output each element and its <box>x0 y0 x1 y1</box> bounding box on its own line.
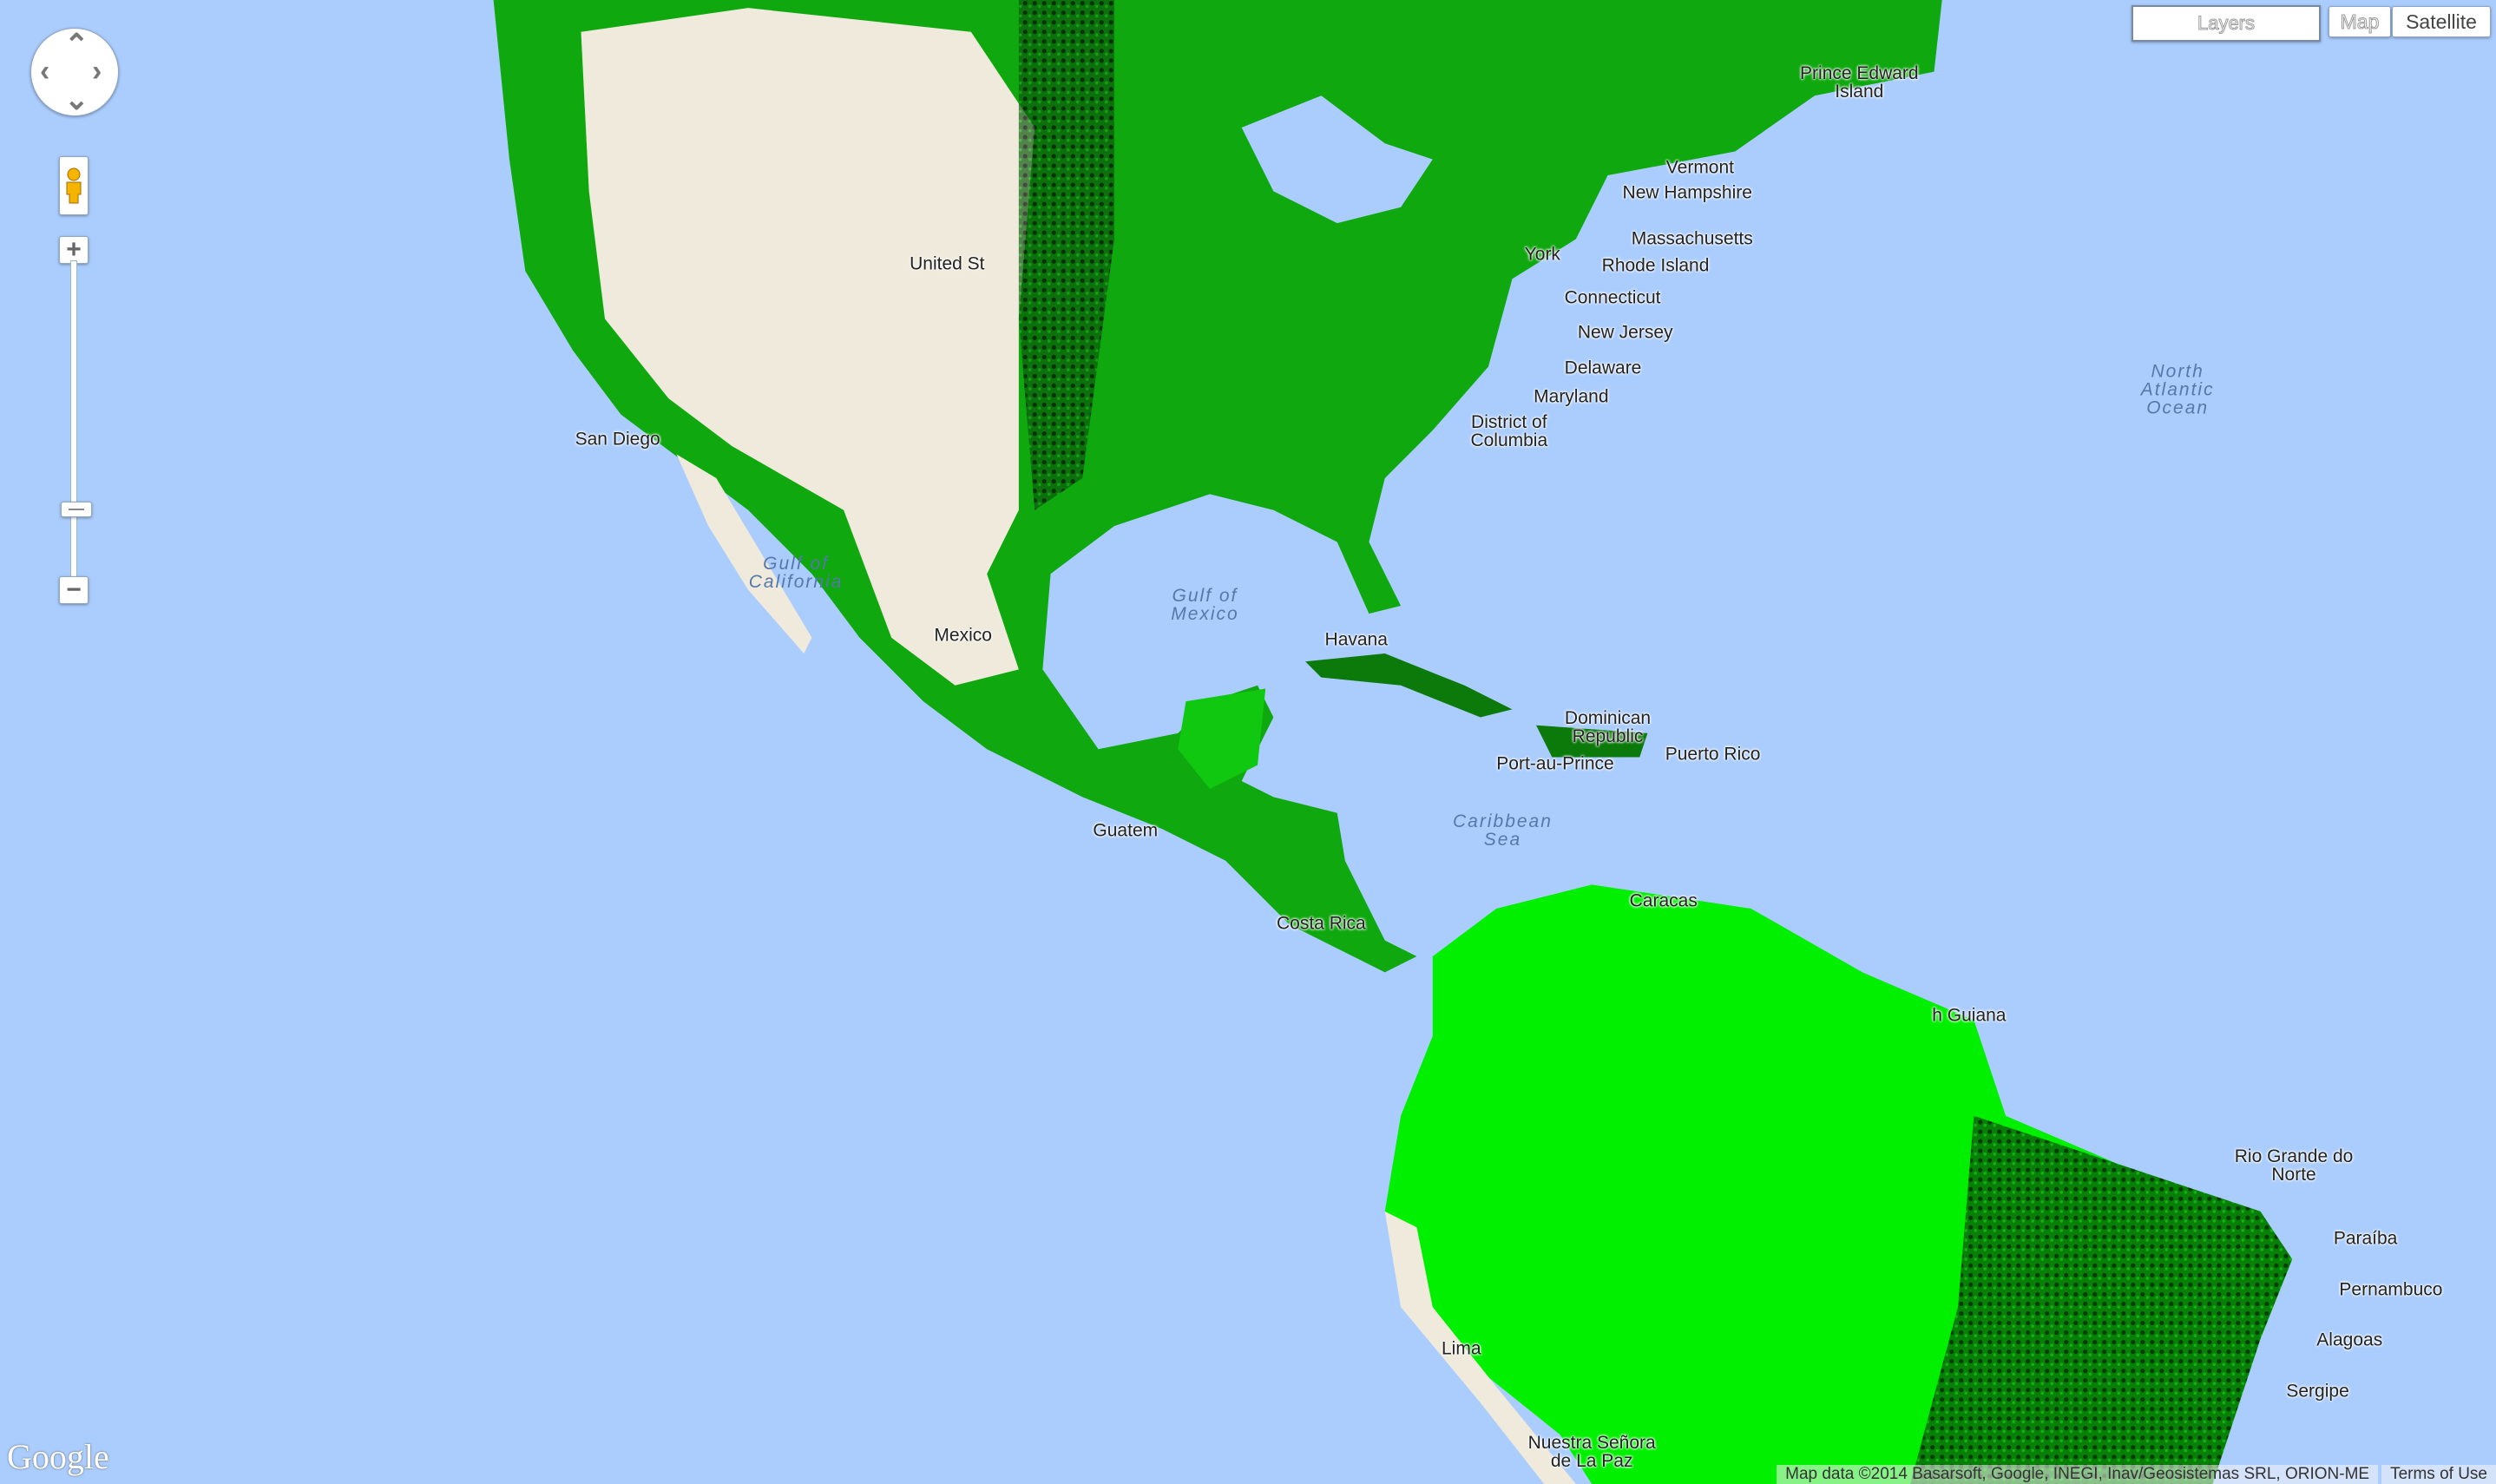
google-logo: Google <box>7 1437 109 1476</box>
map-label: Vermont <box>1665 157 1735 178</box>
street-view-pegman-icon[interactable] <box>59 156 89 215</box>
zoom-slider-track[interactable] <box>70 260 77 583</box>
map-label: Havana <box>1324 629 1388 650</box>
map-label: Lima <box>1442 1338 1481 1359</box>
dry-interior-west <box>581 8 1035 686</box>
pan-right-icon[interactable]: › <box>92 55 102 88</box>
map-type-satellite-button[interactable]: Satellite <box>2392 6 2491 37</box>
yucatan <box>1178 688 1266 790</box>
map-label: Rio Grande do Norte <box>2234 1146 2354 1185</box>
south-america-dark-forest <box>1910 1115 2293 1484</box>
layers-button[interactable]: Layers <box>2131 5 2321 42</box>
map-label: Maryland <box>1534 386 1609 407</box>
baja-california <box>676 454 812 654</box>
map-label: Connecticut <box>1564 287 1661 308</box>
map-data-attribution: Map data ©2014 Basarsoft, Google, INEGI,… <box>1777 1465 2379 1484</box>
map-label: Paraíba <box>2333 1228 2398 1249</box>
map-label: Rhode Island <box>1601 255 1710 276</box>
pan-left-icon[interactable]: ‹ <box>40 55 50 88</box>
eastern-forest-dark <box>1018 0 1114 510</box>
map-label: Caracas <box>1629 890 1698 911</box>
map-label: Guatem <box>1093 820 1159 841</box>
map-label: York <box>1524 244 1560 265</box>
pan-up-icon[interactable]: ⌃ <box>64 29 89 62</box>
map-label: North Atlantic Ocean <box>2140 361 2215 418</box>
map-label: Dominican Republic <box>1564 708 1652 747</box>
map-label: Gulf of California <box>748 554 844 593</box>
map-label: Prince Edward Island <box>1800 63 1919 102</box>
pan-control[interactable]: ⌃ ‹ › ⌃ <box>30 28 119 116</box>
map-type-map-button[interactable]: Map <box>2329 6 2391 37</box>
hispaniola <box>1535 725 1648 758</box>
map-label: Alagoas <box>2316 1330 2383 1350</box>
map-label: h Guiana <box>1932 1005 2007 1026</box>
cuba <box>1305 653 1513 718</box>
attribution-bar: Map data ©2014 Basarsoft, Google, INEGI,… <box>1777 1465 2496 1484</box>
map-label: Port-au-Prince <box>1496 753 1614 774</box>
map-label: Sergipe <box>2286 1381 2349 1402</box>
great-lakes <box>1241 95 1433 224</box>
zoom-out-button[interactable]: − <box>59 575 89 604</box>
map-label: Delaware <box>1564 358 1642 378</box>
map-label: New Jersey <box>1577 322 1673 343</box>
map-label: Costa Rica <box>1277 913 1366 934</box>
map-label: Massachusetts <box>1631 228 1753 249</box>
map-label: Mexico <box>934 625 992 646</box>
zoom-slider-handle[interactable] <box>61 502 92 517</box>
map-label: United St <box>910 253 985 274</box>
map-label: New Hampshire <box>1622 182 1752 203</box>
map-label: San Diego <box>575 429 660 450</box>
andes-coast <box>1384 1211 1576 1484</box>
map-label: Caribbean Sea <box>1453 811 1553 850</box>
map-label: Nuestra Señora de La Paz <box>1527 1432 1656 1471</box>
map-label: District of Columbia <box>1470 412 1548 451</box>
map-label: Pernambuco <box>2339 1279 2443 1300</box>
pan-down-icon[interactable]: ⌃ <box>64 81 89 114</box>
terms-of-use-link[interactable]: Terms of Use <box>2381 1465 2496 1484</box>
map-label: Gulf of Mexico <box>1171 585 1239 624</box>
map-label: Puerto Rico <box>1665 744 1761 765</box>
